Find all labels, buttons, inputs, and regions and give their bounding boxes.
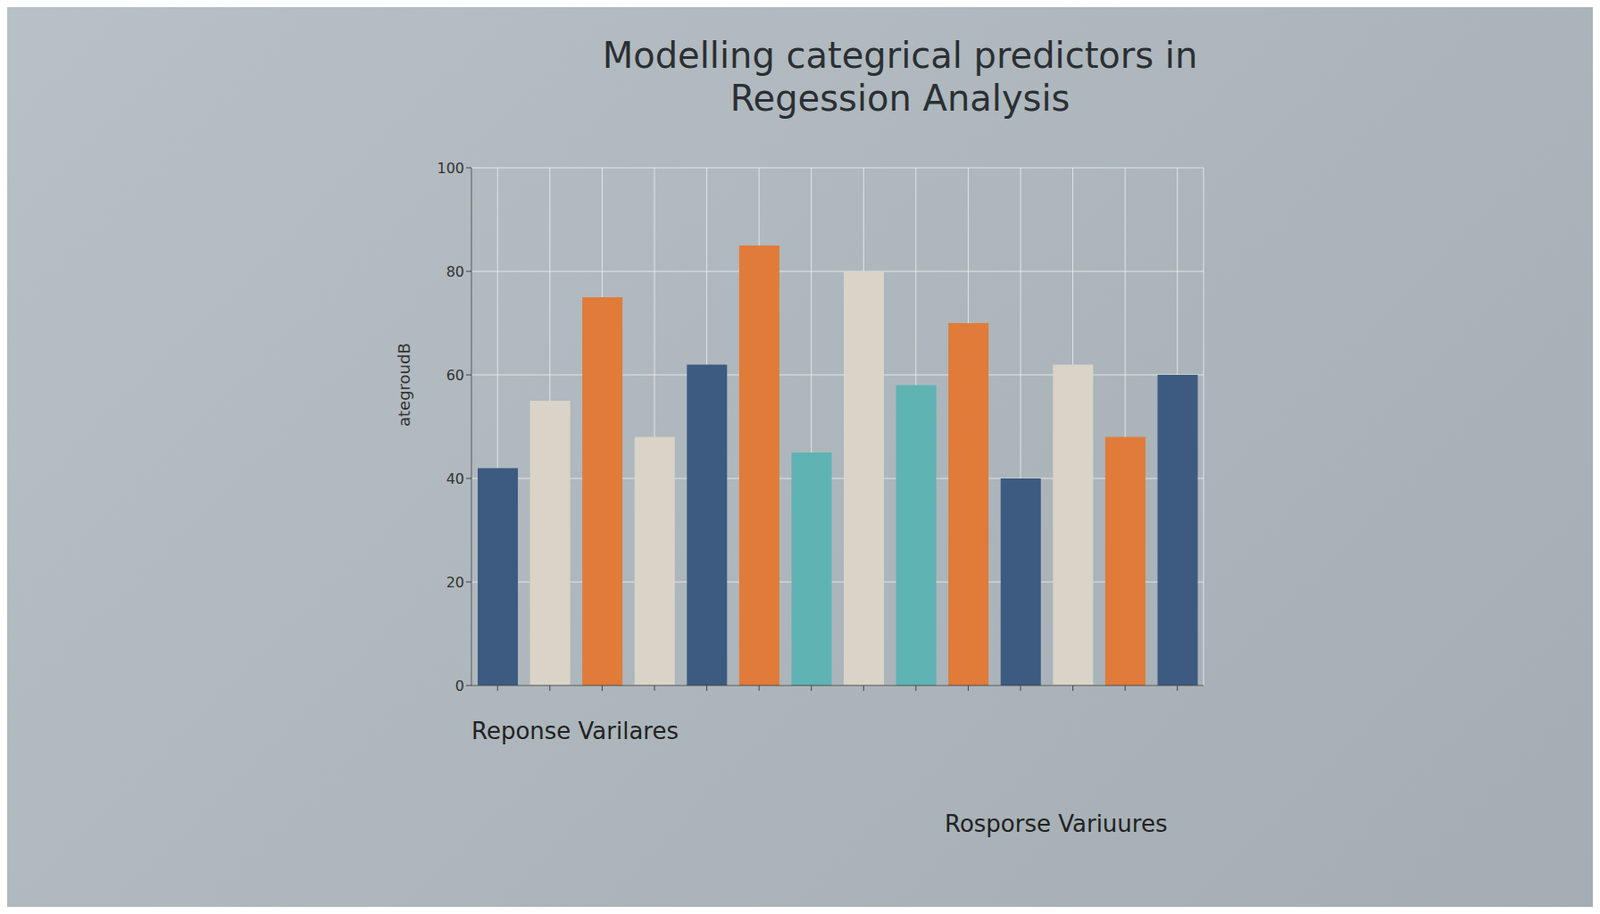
svg-text:20: 20 — [446, 574, 465, 592]
svg-text:80: 80 — [446, 263, 465, 281]
html-text:Rosporse Variuures: Rosporse Variuures — [944, 810, 1168, 838]
svg-text:Reponse Varilares: Reponse Varilares — [471, 717, 679, 745]
svg-text:40: 40 — [446, 470, 465, 488]
svg-text:100: 100 — [436, 159, 465, 177]
svg-text:ategroudB: ategroudB — [394, 342, 414, 427]
svg-text:0: 0 — [455, 677, 465, 695]
svg-text:60: 60 — [446, 366, 465, 384]
html-text:Modelling categrical predictor: Modelling categrical predictors in Reges… — [602, 34, 1198, 119]
